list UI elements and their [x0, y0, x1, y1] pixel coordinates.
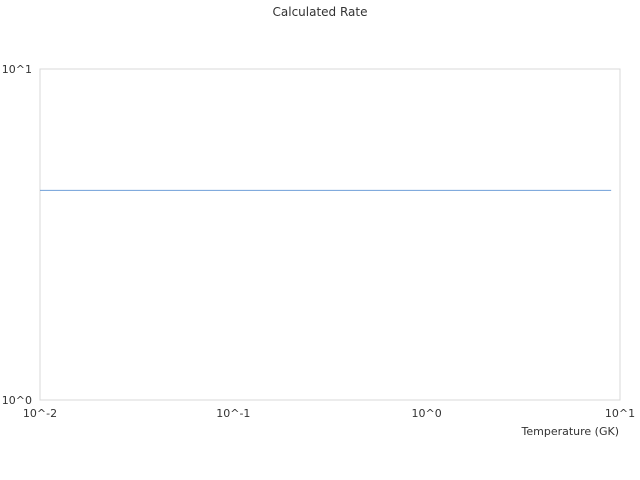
x-tick-label: 10^0	[412, 407, 442, 420]
x-tick-label: 10^1	[605, 407, 635, 420]
x-tick-label: 10^-1	[216, 407, 250, 420]
chart-title: Calculated Rate	[273, 5, 368, 19]
x-axis-label: Temperature (GK)	[521, 425, 620, 438]
plot-area	[39, 68, 621, 401]
y-tick-label: 10^0	[2, 394, 32, 407]
y-tick-label: 10^1	[2, 63, 32, 76]
x-tick-label: 10^-2	[23, 407, 57, 420]
